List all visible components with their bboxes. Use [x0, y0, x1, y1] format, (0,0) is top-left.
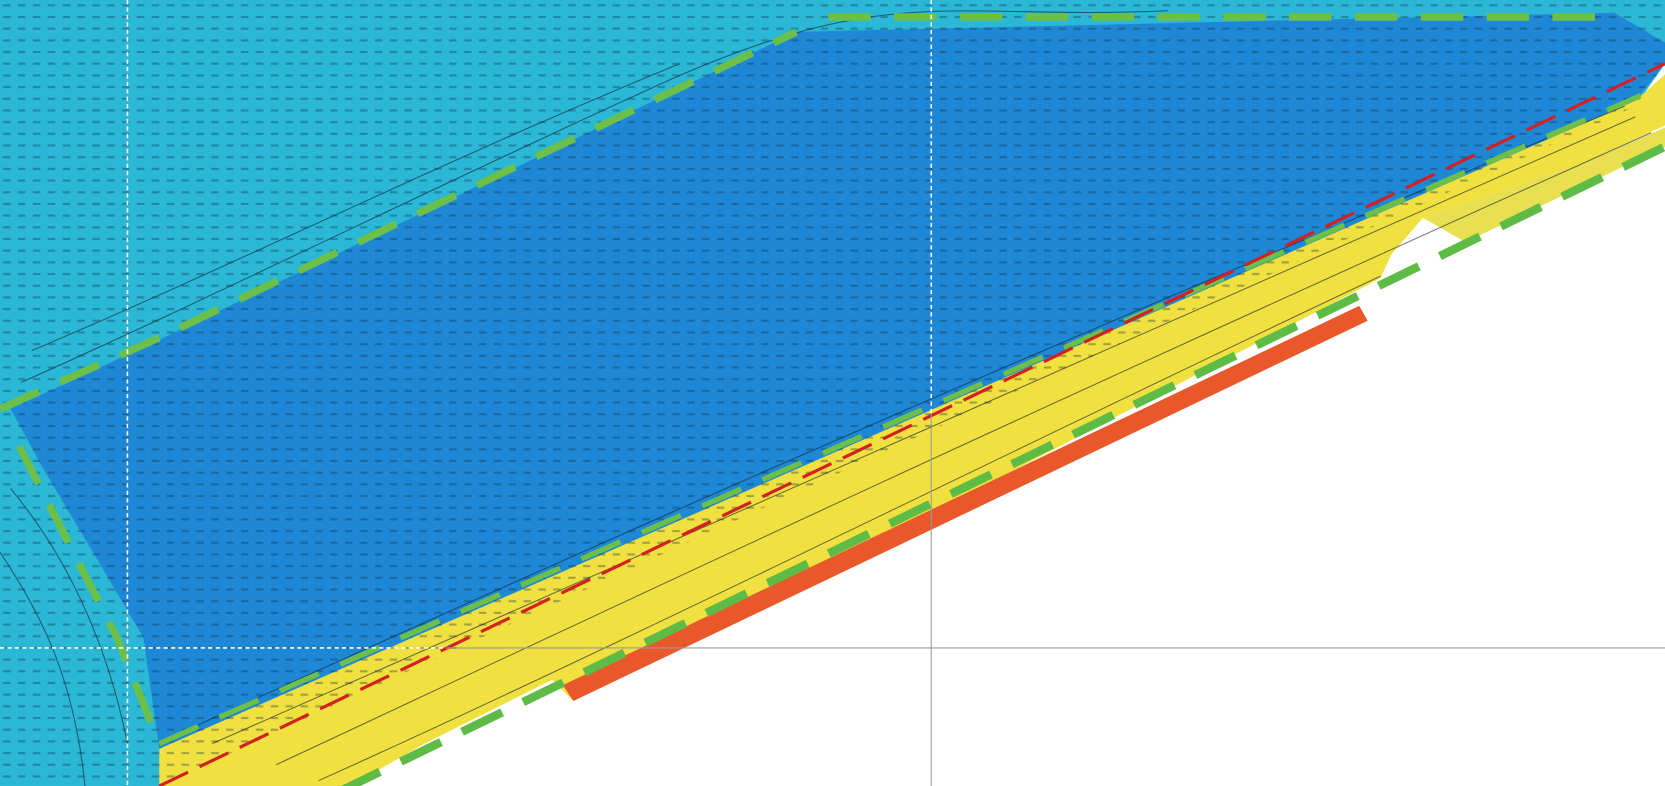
contour-line	[31, 63, 680, 352]
revetment-strip	[562, 305, 1368, 702]
shoreline-design-line	[341, 142, 1665, 786]
toe-line	[158, 93, 1642, 746]
contour-line	[318, 275, 1381, 782]
contour-line	[275, 132, 1652, 766]
survey-line	[158, 62, 1665, 786]
shore-shallow	[1422, 127, 1665, 243]
contour-line	[21, 10, 1169, 383]
contour-line	[10, 488, 128, 744]
channel-design-line	[15, 444, 163, 745]
contour-line	[0, 552, 86, 786]
